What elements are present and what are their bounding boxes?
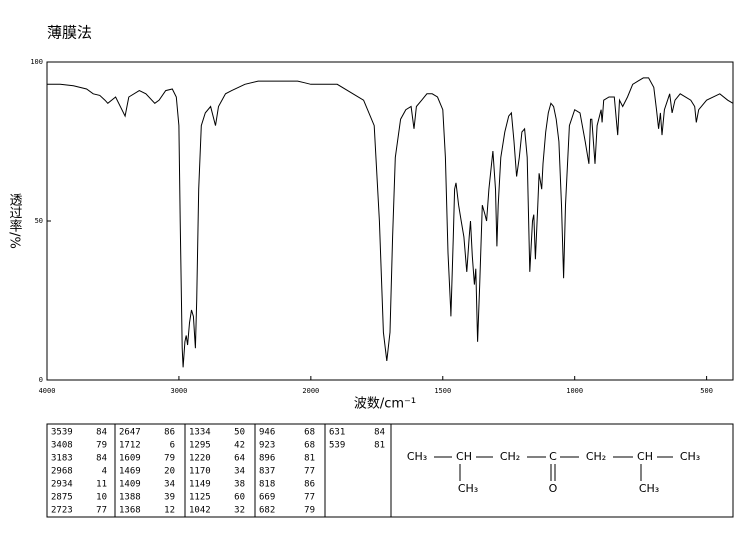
x-tick-label: 1500 xyxy=(434,387,451,395)
peak-wavenumber: 1368 xyxy=(119,506,141,516)
peak-transmittance: 64 xyxy=(234,454,245,464)
peak-transmittance: 77 xyxy=(304,467,315,477)
x-tick-label: 2000 xyxy=(302,387,319,395)
structure-branch: CH₃ xyxy=(458,482,478,495)
peak-transmittance: 86 xyxy=(304,480,315,490)
peak-wavenumber: 1712 xyxy=(119,441,141,451)
peak-transmittance: 84 xyxy=(96,454,107,464)
peak-wavenumber: 1042 xyxy=(189,506,211,516)
peak-wavenumber: 631 xyxy=(329,428,345,438)
peak-wavenumber: 896 xyxy=(259,454,275,464)
peak-transmittance: 81 xyxy=(374,441,385,451)
peak-transmittance: 77 xyxy=(96,506,107,516)
peak-wavenumber: 818 xyxy=(259,480,275,490)
peak-wavenumber: 682 xyxy=(259,506,275,516)
x-tick-label: 4000 xyxy=(39,387,56,395)
peak-wavenumber: 946 xyxy=(259,428,275,438)
structure-group: CH₂ xyxy=(586,450,606,463)
peak-transmittance: 68 xyxy=(304,428,315,438)
peak-wavenumber: 1334 xyxy=(189,428,211,438)
peak-wavenumber: 2723 xyxy=(51,506,73,516)
y-tick-label: 50 xyxy=(35,217,43,225)
peak-transmittance: 20 xyxy=(164,467,175,477)
peak-wavenumber: 539 xyxy=(329,441,345,451)
peak-wavenumber: 1125 xyxy=(189,493,211,503)
peak-transmittance: 39 xyxy=(164,493,175,503)
peak-transmittance: 32 xyxy=(234,506,245,516)
peak-transmittance: 50 xyxy=(234,428,245,438)
peak-transmittance: 79 xyxy=(164,454,175,464)
table-frame xyxy=(46,423,734,518)
y-tick-label: 0 xyxy=(39,376,43,384)
structure-branch: CH₃ xyxy=(639,482,659,495)
structure-group: CH xyxy=(637,450,653,463)
x-tick-label: 500 xyxy=(700,387,713,395)
peak-transmittance: 84 xyxy=(374,428,385,438)
spectrum-line xyxy=(47,77,734,368)
peak-transmittance: 81 xyxy=(304,454,315,464)
peak-transmittance: 79 xyxy=(304,506,315,516)
peak-wavenumber: 923 xyxy=(259,441,275,451)
x-axis-label: 波数/cm⁻¹ xyxy=(354,397,416,412)
y-tick-label: 100 xyxy=(30,58,43,66)
peak-wavenumber: 1609 xyxy=(119,454,141,464)
x-tick-label: 1000 xyxy=(566,387,583,395)
peak-transmittance: 84 xyxy=(96,428,107,438)
structure-branch: O xyxy=(549,482,558,495)
peak-transmittance: 38 xyxy=(234,480,245,490)
peak-wavenumber: 837 xyxy=(259,467,275,477)
peak-wavenumber: 3183 xyxy=(51,454,73,464)
peak-wavenumber: 2875 xyxy=(51,493,73,503)
structure-group: C xyxy=(549,450,557,463)
peak-transmittance: 6 xyxy=(170,441,175,451)
peak-wavenumber: 1388 xyxy=(119,493,141,503)
peak-wavenumber: 3408 xyxy=(51,441,73,451)
chart-title: 薄膜法 xyxy=(47,24,92,42)
peak-wavenumber: 1295 xyxy=(189,441,211,451)
x-tick-label: 3000 xyxy=(170,387,187,395)
peak-transmittance: 77 xyxy=(304,493,315,503)
structure-group: CH₃ xyxy=(407,450,427,463)
peak-transmittance: 10 xyxy=(96,493,107,503)
peak-transmittance: 11 xyxy=(96,480,107,490)
peak-transmittance: 42 xyxy=(234,441,245,451)
peak-transmittance: 68 xyxy=(304,441,315,451)
y-axis-label: 透过率/% xyxy=(7,193,23,249)
peak-transmittance: 34 xyxy=(234,467,245,477)
peak-wavenumber: 1469 xyxy=(119,467,141,477)
structure-group: CH xyxy=(456,450,472,463)
peak-wavenumber: 1149 xyxy=(189,480,211,490)
peak-wavenumber: 1220 xyxy=(189,454,211,464)
peak-transmittance: 79 xyxy=(96,441,107,451)
peak-wavenumber: 1170 xyxy=(189,467,211,477)
structure-group: CH₂ xyxy=(500,450,520,463)
peak-transmittance: 60 xyxy=(234,493,245,503)
structure-group: CH₃ xyxy=(680,450,700,463)
peak-transmittance: 34 xyxy=(164,480,175,490)
peak-wavenumber: 2934 xyxy=(51,480,73,490)
peak-transmittance: 86 xyxy=(164,428,175,438)
peak-transmittance: 12 xyxy=(164,506,175,516)
peak-transmittance: 4 xyxy=(102,467,107,477)
peak-wavenumber: 3539 xyxy=(51,428,73,438)
peak-wavenumber: 2647 xyxy=(119,428,141,438)
peak-wavenumber: 2968 xyxy=(51,467,73,477)
peak-wavenumber: 1409 xyxy=(119,480,141,490)
peak-wavenumber: 669 xyxy=(259,493,275,503)
